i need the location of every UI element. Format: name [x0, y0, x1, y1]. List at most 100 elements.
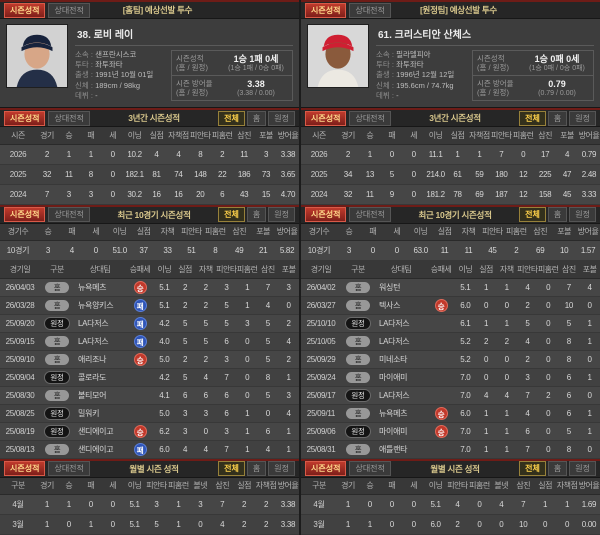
result-cell: [126, 386, 154, 405]
filter-all[interactable]: 전체: [218, 110, 245, 126]
cell: 3: [278, 386, 299, 405]
tab-season-record[interactable]: 시즌성적: [305, 207, 347, 223]
cell: 0: [475, 296, 497, 315]
cell: 12: [512, 184, 535, 205]
col-header: 삼진: [558, 261, 580, 279]
filter-home[interactable]: 홈: [246, 207, 267, 223]
home-away-badge-cell: 홈: [341, 440, 375, 459]
result-cell: [427, 350, 455, 369]
monthly-title: 월별 시즌 성적: [129, 463, 179, 474]
col-header: 세: [101, 127, 124, 145]
tab-head-to-head[interactable]: 상대전적: [349, 2, 391, 18]
cell: 0: [475, 368, 497, 387]
game-log-row: 25/09/06 원정 마이애미 승 7.0 1 1 6 0 5 1: [301, 422, 600, 441]
cell: 17: [534, 144, 557, 165]
game-log-row: 25/10/05 홈 LA다저스 5.2 2 2 4 0 8 1: [301, 332, 600, 351]
col-header: 삼진: [534, 127, 557, 145]
tab-head-to-head[interactable]: 상대전적: [48, 207, 90, 223]
col-header: 구분: [301, 477, 337, 496]
tab-head-to-head[interactable]: 상대전적: [48, 110, 90, 126]
col-header: 피안타: [480, 223, 505, 242]
cell: 0: [278, 296, 299, 315]
filter-away[interactable]: 원정: [569, 207, 596, 223]
opponent-team: LA다저스: [375, 332, 427, 351]
filter-all[interactable]: 전체: [519, 207, 546, 223]
tab-season-record[interactable]: 시즌성적: [4, 461, 46, 477]
filter-away[interactable]: 원정: [268, 461, 295, 477]
cell: 4.70: [276, 184, 299, 205]
filter-all[interactable]: 전체: [218, 207, 245, 223]
filter-all[interactable]: 전체: [519, 461, 546, 477]
tab-season-record[interactable]: 시즌성적: [305, 2, 347, 18]
opponent-team: 뉴욕메츠: [74, 278, 126, 297]
col-header: 방어율: [576, 223, 600, 242]
player-info-line: 데뷔 : -: [376, 90, 399, 100]
filter-home[interactable]: 홈: [246, 461, 267, 477]
col-header: 실점: [145, 127, 168, 145]
col-header: 자책: [195, 261, 217, 279]
cell: 2: [517, 350, 538, 369]
cell: 1.69: [577, 494, 600, 516]
tab-head-to-head[interactable]: 상대전적: [349, 207, 391, 223]
cell: 1: [579, 422, 600, 441]
opponent-team: 마이애미: [375, 368, 427, 387]
cell: 51: [179, 240, 204, 262]
result-cell: 패: [126, 440, 154, 459]
cell: 4.2: [154, 368, 175, 387]
filter-home[interactable]: 홈: [547, 207, 568, 223]
tab-season-record[interactable]: 시즌성적: [4, 110, 46, 126]
tab-season-record[interactable]: 시즌성적: [4, 207, 46, 223]
filter-home[interactable]: 홈: [547, 461, 568, 477]
cell: 2: [36, 144, 58, 165]
col-header: 삼진: [227, 223, 252, 242]
season-era-detail: (0.79 / 0.00): [538, 89, 576, 97]
cell: 10: [512, 514, 535, 535]
cell: 0: [490, 514, 513, 535]
tab-head-to-head[interactable]: 상대전적: [349, 461, 391, 477]
cell: 0: [537, 296, 559, 315]
filter-home[interactable]: 홈: [246, 110, 267, 126]
home-away-badge-cell: 홈: [40, 440, 74, 459]
home-badge: 홈: [346, 335, 370, 347]
col-header: 피안타: [189, 127, 212, 145]
tab-head-to-head[interactable]: 상대전적: [349, 110, 391, 126]
col-header: 이닝: [408, 223, 433, 242]
cell: 5: [216, 296, 237, 315]
col-header: 볼넷: [189, 477, 212, 496]
filter-away[interactable]: 원정: [569, 461, 596, 477]
cell: 0: [468, 514, 491, 535]
filter-away[interactable]: 원정: [268, 207, 295, 223]
result-cell: 패: [126, 314, 154, 333]
tab-season-record[interactable]: 시즌성적: [305, 461, 347, 477]
filter-all[interactable]: 전체: [218, 461, 245, 477]
home-badge: 홈: [45, 299, 69, 311]
tab-season-record[interactable]: 시즌성적: [305, 110, 347, 126]
cell: 11: [432, 240, 457, 262]
tab-season-record[interactable]: 시즌성적: [4, 2, 46, 18]
filter-all[interactable]: 전체: [519, 110, 546, 126]
cell: 3.33: [577, 184, 600, 205]
filter-away[interactable]: 원정: [268, 110, 295, 126]
cell: 0: [380, 144, 403, 165]
season-record-cell: 시즌성적 (홈 / 원정) 1승 1패 0세 (1승 1패 / 0승 0패): [172, 51, 292, 75]
col-header: 자책: [155, 223, 180, 242]
filter-home[interactable]: 홈: [547, 110, 568, 126]
col-header: 피안타: [179, 223, 204, 242]
col-header: 이닝: [123, 477, 146, 496]
cell: 6: [558, 404, 580, 423]
cell: 1: [579, 368, 600, 387]
panel-title: [홈팀] 예상선발 투수: [122, 5, 193, 15]
tab-head-to-head[interactable]: 상대전적: [48, 461, 90, 477]
cell: 0: [496, 350, 518, 369]
result-cell: [427, 368, 455, 387]
cell: 4: [278, 332, 299, 351]
cell: 5: [558, 422, 580, 441]
cell: 0: [537, 404, 559, 423]
cell: 1: [475, 422, 497, 441]
col-header: 자책: [496, 261, 518, 279]
tab-head-to-head[interactable]: 상대전적: [48, 2, 90, 18]
game-date: 25/09/10: [0, 350, 40, 369]
filter-away[interactable]: 원정: [569, 110, 596, 126]
game-log-row: 25/09/17 원정 LA다저스 7.0 4 4 7 2 6 0: [301, 386, 600, 405]
cell: 0.79: [577, 144, 600, 165]
